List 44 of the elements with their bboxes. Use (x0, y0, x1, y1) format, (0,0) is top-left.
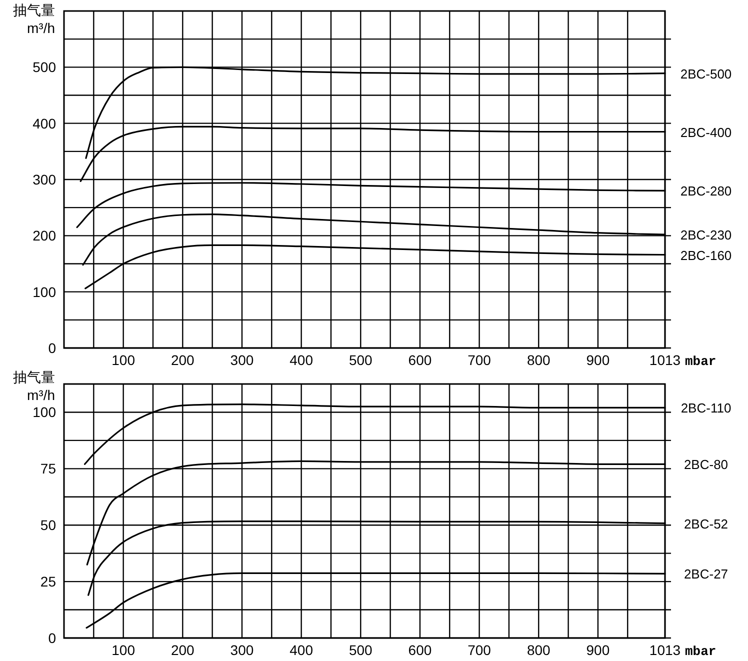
x-tick-label: 400 (290, 352, 314, 368)
y-tick-label: 50 (40, 517, 56, 534)
x-tick-label: 1013 (649, 642, 681, 658)
y-tick-label: 500 (32, 59, 56, 76)
y-tick-label: 0 (48, 340, 56, 356)
y-tick-label: 0 (48, 630, 56, 646)
y-tick-label: 300 (32, 172, 56, 188)
series-label: 2BC-80 (684, 457, 728, 472)
y-axis-title: 抽气量 m³/h (13, 369, 55, 403)
x-tick-label: 300 (230, 642, 254, 658)
x-tick-label: 800 (526, 352, 551, 368)
y-tick-label: 200 (32, 228, 56, 244)
series-label: 2BC-160 (680, 248, 732, 263)
series-label: 2BC-52 (684, 516, 728, 532)
x-tick-label: 400 (290, 642, 314, 658)
series-label: 2BC-500 (680, 66, 732, 82)
x-tick-label: 100 (112, 642, 136, 658)
x-tick-label: 600 (408, 352, 432, 368)
series-label: 2BC-280 (680, 184, 732, 199)
y-tick-label: 100 (32, 284, 56, 300)
y-tick-label: 100 (32, 404, 56, 420)
series-label: 2BC-400 (680, 124, 732, 140)
x-tick-label: 500 (348, 352, 373, 368)
x-tick-label: 800 (526, 642, 551, 658)
y-tick-label: 400 (32, 115, 56, 132)
x-tick-label: 700 (468, 642, 492, 658)
x-tick-label: 200 (170, 352, 195, 368)
x-tick-label: 600 (408, 642, 432, 658)
x-tick-label: 900 (586, 352, 610, 368)
x-tick-label: 700 (468, 352, 492, 368)
x-axis-title: mbar (685, 354, 716, 369)
x-tick-label: 200 (170, 642, 195, 658)
y-tick-label: 25 (40, 574, 56, 590)
x-tick-label: 900 (586, 642, 610, 658)
x-tick-label: 1013 (649, 352, 681, 368)
y-tick-label: 75 (40, 460, 56, 477)
x-tick-label: 100 (112, 352, 136, 368)
series-label: 2BC-110 (680, 400, 732, 416)
series-label: 2BC-230 (680, 228, 732, 243)
x-axis-title: mbar (685, 644, 716, 659)
y-axis-title: 抽气量 m³/h (13, 2, 55, 36)
series-label: 2BC-27 (684, 566, 728, 582)
x-tick-label: 500 (348, 642, 373, 658)
x-tick-label: 300 (230, 352, 254, 368)
